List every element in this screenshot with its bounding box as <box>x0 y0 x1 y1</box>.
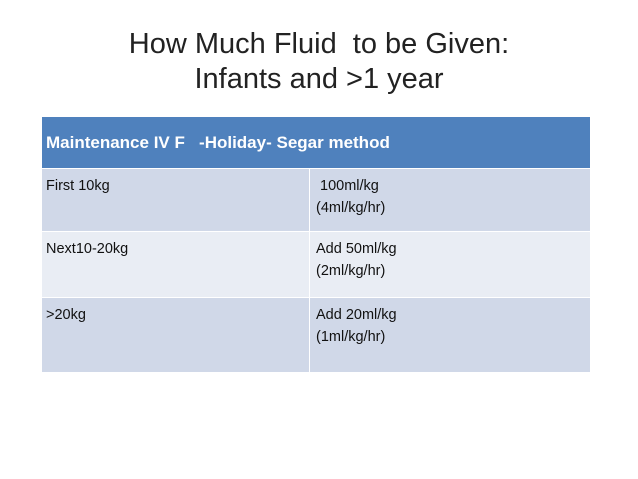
cell-line: (4ml/kg/hr) <box>316 200 386 216</box>
cell: 100ml/kg (4ml/kg/hr) <box>310 169 590 231</box>
table-row: First 10kg 100ml/kg (4ml/kg/hr) <box>42 168 590 231</box>
cell: Add 50ml/kg (2ml/kg/hr) <box>310 232 590 297</box>
cell: First 10kg <box>42 169 310 231</box>
title-line: Infants and >1 year <box>194 63 444 95</box>
cell-line: (1ml/kg/hr) <box>316 329 386 345</box>
cell-line: Add 20ml/kg <box>316 307 397 323</box>
table-row: >20kg Add 20ml/kg (1ml/kg/hr) <box>42 297 590 372</box>
title-line: How Much Fluid to be Given: <box>128 28 510 60</box>
cell: Next10-20kg <box>42 232 310 297</box>
cell: Add 20ml/kg (1ml/kg/hr) <box>310 298 590 372</box>
cell-line: 100ml/kg <box>316 178 379 194</box>
table: Maintenance IV F -Holiday- Segar method … <box>42 117 590 372</box>
table-row: Next10-20kg Add 50ml/kg (2ml/kg/hr) <box>42 231 590 297</box>
cell: >20kg <box>42 298 310 372</box>
table-header: Maintenance IV F -Holiday- Segar method <box>42 117 590 168</box>
cell-line: Add 50ml/kg <box>316 241 397 257</box>
cell-line: (2ml/kg/hr) <box>316 263 386 279</box>
